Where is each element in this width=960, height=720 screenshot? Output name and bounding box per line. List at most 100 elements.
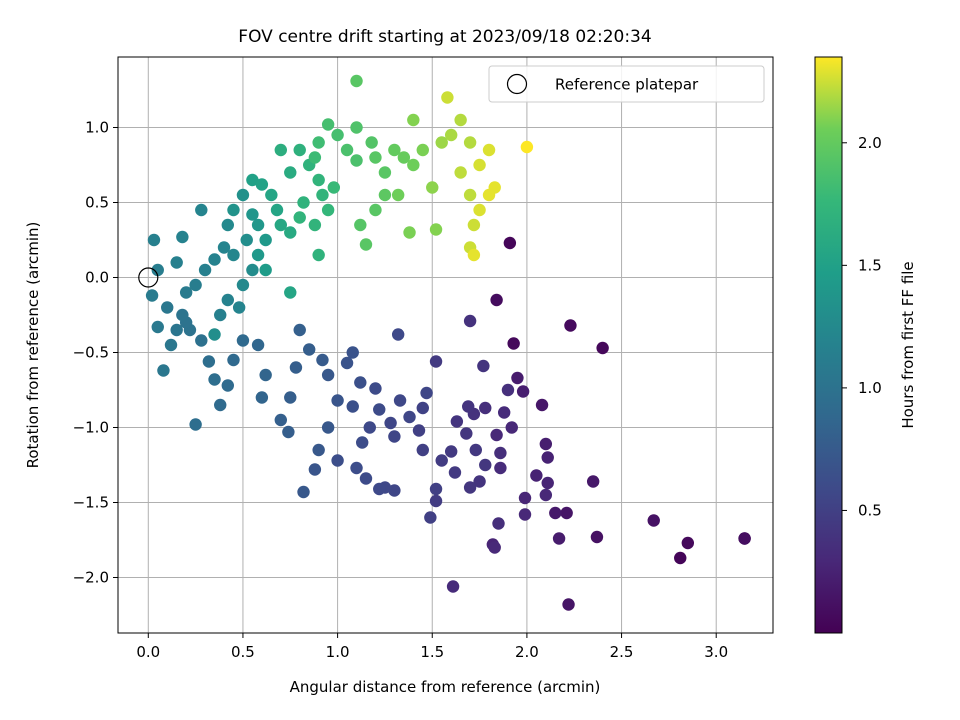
data-point-14 — [507, 337, 520, 350]
data-point-12 — [552, 532, 566, 545]
colorbar-tick-label-3: 2.0 — [858, 134, 882, 152]
data-point-187 — [473, 158, 486, 172]
data-point-142 — [284, 286, 297, 299]
data-point-0 — [674, 551, 687, 565]
data-point-162 — [378, 166, 392, 179]
data-point-92 — [251, 338, 265, 352]
data-point-115 — [179, 286, 193, 299]
data-point-1 — [681, 536, 695, 550]
data-point-131 — [251, 218, 265, 232]
data-point-83 — [316, 353, 329, 367]
colorbar-label: Hours from first FF file — [899, 261, 917, 428]
data-point-9 — [590, 530, 604, 544]
data-point-154 — [293, 211, 306, 224]
x-tick-label-3: 1.5 — [420, 643, 444, 661]
data-point-121 — [227, 248, 240, 262]
data-point-35 — [501, 383, 515, 397]
data-point-25 — [518, 508, 532, 521]
y-axis-label: Rotation from reference (arcmin) — [24, 222, 42, 469]
data-point-62 — [388, 484, 401, 497]
data-point-193 — [441, 91, 454, 104]
y-tick-label-6: −2.0 — [73, 569, 109, 587]
data-point-40 — [477, 359, 490, 373]
data-point-34 — [446, 580, 460, 593]
data-point-141 — [284, 226, 297, 239]
data-point-108 — [151, 320, 164, 334]
data-point-42 — [450, 415, 464, 428]
data-point-21 — [530, 469, 543, 482]
data-point-68 — [363, 421, 376, 434]
data-point-84 — [302, 343, 316, 356]
data-point-90 — [255, 391, 269, 404]
data-point-191 — [473, 203, 486, 217]
data-point-113 — [176, 230, 189, 244]
x-tick-label-1: 0.5 — [231, 643, 255, 661]
colorbar-tick-label-2: 1.5 — [858, 256, 882, 274]
legend-reference-marker — [506, 73, 528, 95]
data-point-51 — [429, 482, 443, 496]
data-point-57 — [420, 386, 433, 400]
data-point-104 — [170, 323, 183, 337]
data-point-103 — [176, 308, 189, 322]
x-tick-label-0: 0.0 — [136, 643, 160, 661]
data-point-56 — [416, 401, 429, 415]
data-point-178 — [426, 181, 439, 194]
data-point-170 — [388, 143, 401, 157]
data-point-60 — [384, 416, 397, 430]
data-points — [138, 74, 751, 611]
data-point-165 — [354, 218, 367, 232]
data-point-144 — [274, 143, 288, 157]
x-tick-label-6: 3.0 — [704, 643, 728, 661]
data-point-67 — [373, 403, 386, 416]
data-point-74 — [354, 376, 367, 389]
data-point-179 — [435, 136, 448, 149]
data-point-26 — [505, 421, 518, 434]
data-point-129 — [236, 188, 250, 202]
data-point-88 — [274, 413, 288, 427]
data-point-31 — [492, 517, 505, 530]
data-point-79 — [312, 443, 325, 457]
data-point-164 — [369, 203, 382, 217]
data-point-94 — [227, 353, 240, 367]
data-point-175 — [391, 188, 405, 202]
data-point-126 — [246, 263, 259, 277]
data-point-24 — [518, 491, 532, 505]
data-point-82 — [321, 368, 335, 382]
data-point-99 — [195, 334, 208, 347]
x-tick-label-4: 2.0 — [515, 643, 539, 661]
data-point-58 — [403, 410, 416, 424]
data-point-112 — [170, 256, 183, 269]
data-point-169 — [308, 151, 322, 164]
data-point-6 — [564, 319, 577, 332]
data-point-7 — [562, 598, 575, 611]
data-point-76 — [340, 356, 354, 370]
data-point-45 — [479, 458, 492, 472]
data-point-134 — [259, 263, 272, 277]
data-point-181 — [454, 113, 467, 127]
data-point-106 — [157, 364, 170, 377]
data-point-166 — [359, 238, 373, 251]
data-point-33 — [488, 541, 501, 554]
data-point-22 — [541, 476, 554, 490]
x-tick-label-5: 2.5 — [610, 643, 634, 661]
data-point-124 — [232, 301, 246, 314]
data-point-89 — [282, 425, 295, 439]
y-tick-label-0: 1.0 — [85, 119, 109, 137]
data-point-39 — [463, 314, 477, 328]
data-point-174 — [407, 113, 420, 127]
data-point-15 — [490, 293, 503, 307]
data-point-116 — [189, 278, 202, 292]
grid — [118, 57, 773, 633]
data-point-139 — [270, 203, 284, 217]
data-point-120 — [221, 218, 234, 232]
data-point-77 — [331, 394, 344, 407]
data-point-160 — [365, 136, 378, 149]
colorbar-tick-label-1: 1.0 — [858, 379, 882, 397]
legend-box — [488, 65, 765, 103]
legend: Reference platepar — [488, 65, 765, 103]
data-point-71 — [359, 472, 373, 485]
data-point-13 — [503, 236, 517, 250]
data-point-172 — [407, 158, 420, 172]
data-point-137 — [255, 178, 269, 191]
